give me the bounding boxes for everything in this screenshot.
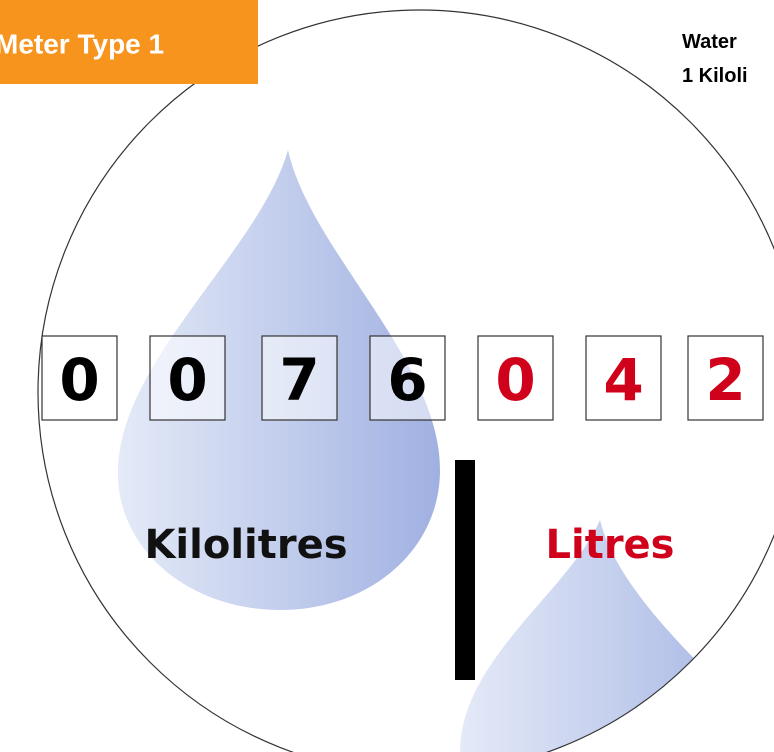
digit: 7 bbox=[279, 346, 319, 414]
digit: 6 bbox=[387, 346, 427, 414]
litres-label: Litres bbox=[546, 522, 675, 568]
meter-diagram: Meter Type 1 Water 1 Kiloli 0076042 Kilo… bbox=[0, 0, 774, 752]
digit: 0 bbox=[495, 346, 535, 414]
digit: 4 bbox=[603, 346, 643, 414]
drops bbox=[118, 150, 774, 752]
side-text: Water bbox=[682, 31, 737, 53]
kilolitres-label: Kilolitres bbox=[144, 522, 347, 568]
page: Meter Type 1 Water 1 Kiloli 0076042 Kilo… bbox=[0, 0, 774, 752]
title: Meter Type 1 bbox=[0, 29, 164, 60]
digit: 0 bbox=[167, 346, 207, 414]
side-text: 1 Kiloli bbox=[682, 65, 748, 87]
divider bbox=[455, 460, 475, 680]
digit: 2 bbox=[705, 346, 745, 414]
digit: 0 bbox=[59, 346, 99, 414]
